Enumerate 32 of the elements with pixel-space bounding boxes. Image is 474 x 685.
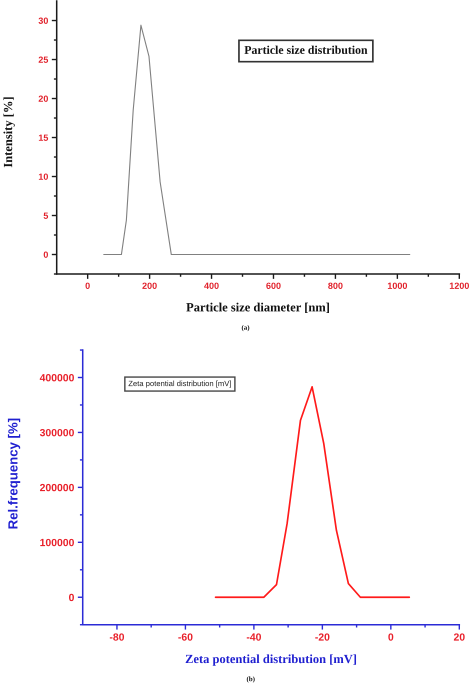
line-series [103, 24, 410, 256]
y-tick-label: 10 [38, 173, 48, 180]
x-tick-label: -20 [315, 633, 330, 641]
x-tick-label: 400 [204, 282, 219, 289]
x-tick-label: 200 [142, 282, 157, 289]
x-tick-label: 1000 [388, 282, 408, 289]
x-tick-label: -60 [178, 633, 193, 641]
y-tick-label: 300000 [40, 428, 74, 436]
y-tick-label: 15 [38, 134, 48, 141]
x-tick-label: 1200 [450, 282, 469, 289]
x-tick-label: 800 [328, 282, 343, 289]
y-tick-label: 25 [38, 56, 48, 63]
y-tick-label: 30 [38, 17, 48, 24]
y-tick-label: 20 [38, 95, 48, 102]
x-tick-label: 0 [388, 633, 394, 641]
y-tick-label: 100000 [40, 538, 74, 546]
y-tick-label: 0 [44, 251, 48, 258]
x-axis-title: Particle size diameter [nm] [186, 302, 329, 314]
x-tick-label: 20 [454, 633, 465, 641]
line-series [214, 386, 410, 598]
y-axis-title: Rel.frequency [%] [8, 418, 20, 528]
y-tick-label: 200000 [40, 484, 74, 492]
x-axis-title: Zeta potential distribution [mV] [186, 654, 356, 666]
y-tick-label: 5 [44, 212, 48, 219]
x-tick-label: -40 [246, 633, 261, 641]
text: Particle size distribution [244, 46, 368, 54]
y-tick-label: 400000 [40, 374, 74, 382]
y-axis-title: Intensity [%] [3, 97, 15, 168]
x-tick-label: 0 [86, 282, 90, 289]
y-tick-label: 0 [69, 594, 74, 602]
x-tick-label: -80 [110, 633, 124, 641]
x-tick-label: 600 [266, 282, 281, 289]
